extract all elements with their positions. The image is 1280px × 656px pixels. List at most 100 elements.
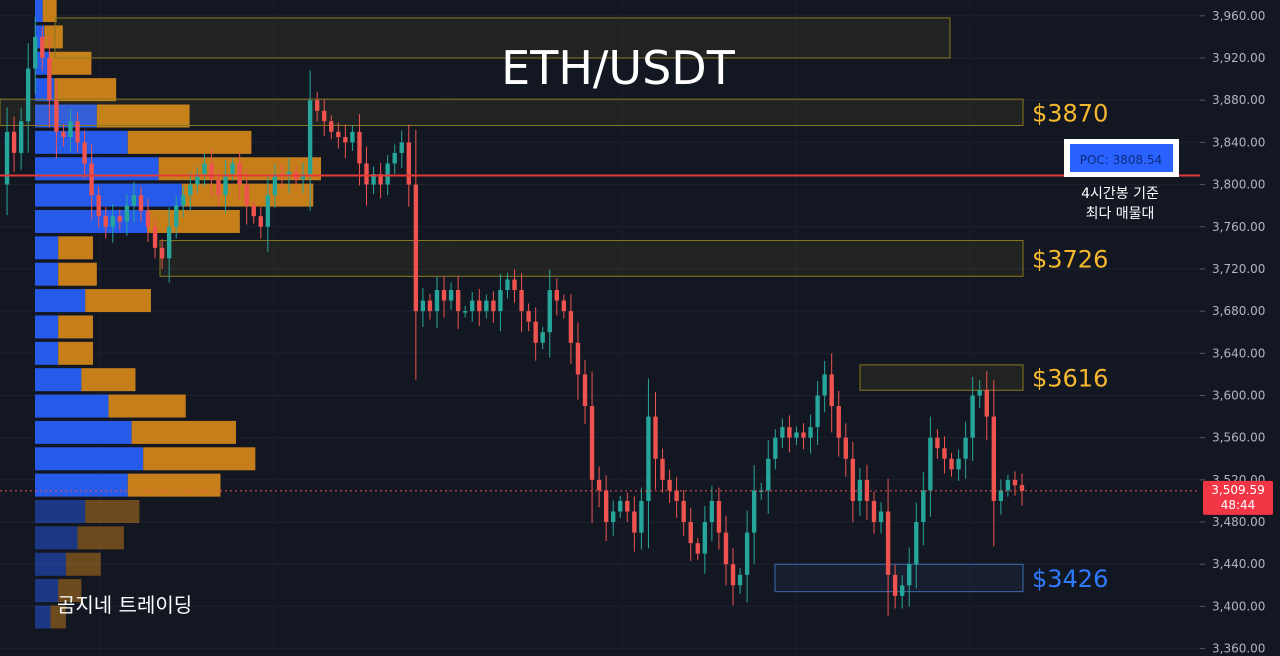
current-price-tag: 3,509.59 48:44 [1203, 480, 1273, 515]
candle-body [674, 490, 679, 501]
candle-body [484, 300, 489, 312]
candle-body [723, 532, 729, 565]
candle-body [82, 142, 87, 164]
candle-body [956, 458, 961, 470]
volume-profile-bar-buy [35, 183, 182, 207]
volume-profile-bar-buy [35, 420, 132, 444]
candle-body [378, 174, 383, 185]
candle-body [575, 342, 581, 375]
axis-tick-label: 3,600.00 [1212, 388, 1265, 402]
volume-profile-bar-buy [35, 605, 51, 629]
candle-body [625, 500, 630, 512]
candle-body [18, 121, 24, 153]
candle-body [984, 390, 989, 417]
candle-body [230, 163, 235, 175]
candle-body [702, 522, 708, 554]
volume-profile-bar-buy [35, 209, 148, 233]
candle-body [843, 437, 848, 459]
axis-tick-label: 3,960.00 [1212, 9, 1265, 23]
candle-body [399, 142, 404, 153]
volume-profile-bar-sell [108, 394, 186, 418]
candle-body [427, 300, 433, 312]
volume-profile-bar-buy [35, 315, 59, 339]
candle-body [709, 500, 715, 523]
candle-body [1019, 485, 1025, 491]
volume-profile-bar-sell [58, 341, 93, 365]
volume-profile-bar-buy [35, 394, 109, 418]
candle-body [96, 195, 101, 217]
candle-body [667, 479, 672, 491]
axis-tick-label: 3,800.00 [1212, 178, 1265, 192]
candle-body [244, 184, 249, 206]
candle-body [935, 437, 940, 449]
volume-profile-bar-sell [127, 473, 221, 497]
candle-body [131, 195, 137, 206]
candle-body [519, 290, 524, 312]
candle-body [251, 205, 256, 217]
candle-body [11, 131, 17, 153]
candle-body [885, 511, 891, 575]
candle-body [470, 300, 475, 312]
volume-profile-bar-buy [35, 104, 97, 128]
volume-profile-bar-sell [127, 130, 252, 154]
candle-body [26, 68, 31, 122]
support-resistance-zones: $3870 $3726 $3616 $3426 [0, 17, 1108, 593]
candle-body [653, 416, 658, 459]
axis-tick-label: 3,920.00 [1212, 51, 1265, 65]
candle-body [103, 216, 108, 227]
candle-body [688, 522, 693, 544]
candle-body [61, 131, 66, 138]
candle-body [1012, 479, 1018, 486]
candle-body [561, 300, 567, 312]
candle-body [660, 458, 665, 480]
candle-body [568, 311, 574, 343]
candle-body [977, 390, 982, 396]
volume-profile-bar-buy [35, 130, 128, 154]
candle-body [441, 290, 447, 301]
countdown-label: 48:44 [1221, 498, 1256, 512]
candle-body [202, 163, 207, 175]
candle-body [533, 321, 538, 343]
candle-body [336, 131, 341, 138]
price-zone [859, 364, 1024, 391]
candle-body [914, 522, 919, 565]
candle-body [216, 179, 221, 196]
price-axis[interactable]: 3,960.00 3,920.00 3,880.00 3,840.00 3,800.00… [1200, 0, 1280, 656]
candle-body [33, 36, 38, 69]
candle-body [159, 247, 165, 259]
volume-profile-bar-buy [35, 236, 59, 260]
candle-body [413, 184, 419, 312]
zone-price-label: $3726 [1032, 245, 1108, 273]
volume-profile-bar-sell [147, 209, 240, 233]
candle-body [618, 500, 623, 512]
candle-body [4, 131, 10, 185]
candle-body [420, 300, 426, 312]
candle-body [582, 374, 588, 407]
candle-body [209, 163, 214, 180]
volume-profile-bar-sell [54, 78, 117, 102]
candle-body [223, 174, 228, 196]
volume-profile-bar-sell [131, 420, 236, 444]
candle-body [829, 374, 834, 407]
candle-body [505, 279, 510, 291]
candle-body [970, 395, 975, 438]
volume-profile-bar-sell [77, 526, 124, 550]
candle-body [258, 216, 263, 227]
candle-body [89, 163, 94, 196]
volume-profile-bar-buy [35, 447, 144, 471]
candle-body [744, 532, 750, 575]
axis-tick-label: 3,760.00 [1212, 220, 1265, 234]
candle-body [596, 479, 602, 491]
axis-tick-label: 3,640.00 [1212, 346, 1265, 360]
candle-body [477, 300, 482, 312]
candle-body [730, 564, 736, 586]
candle-body [639, 500, 644, 533]
axis-tick-label: 3,400.00 [1212, 599, 1265, 613]
poc-note-line2: 최다 매물대 [1086, 206, 1155, 222]
candle-body [54, 100, 59, 132]
volume-profile-bar-buy [35, 368, 82, 392]
watermark: 곰지네 트레이딩 [57, 593, 192, 617]
price-zone [54, 17, 951, 59]
